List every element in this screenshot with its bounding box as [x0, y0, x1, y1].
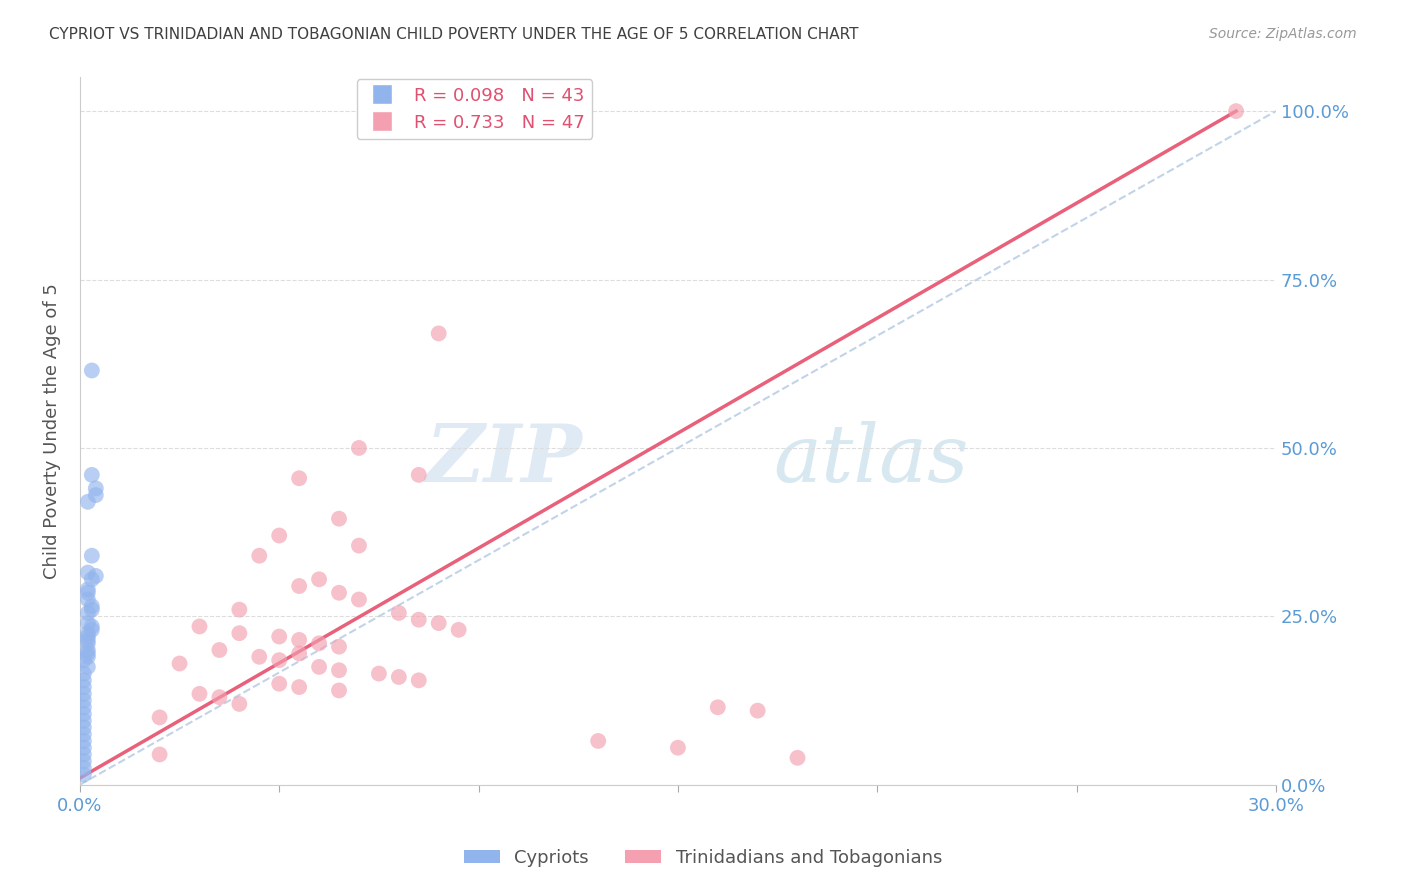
Point: [76, 626, 98, 640]
Point: [73, 740, 96, 755]
Point: [328, 586, 350, 600]
Point: [73, 673, 96, 688]
Point: [80, 467, 103, 482]
Point: [73, 687, 96, 701]
Point: [427, 616, 450, 631]
Point: [288, 471, 311, 485]
Point: [288, 579, 311, 593]
Point: [76, 582, 98, 597]
Point: [76, 647, 98, 661]
Point: [228, 626, 250, 640]
Point: [747, 704, 769, 718]
Point: [73, 754, 96, 768]
Point: [73, 747, 96, 762]
Point: [76, 606, 98, 620]
Point: [73, 721, 96, 735]
Point: [408, 467, 430, 482]
Point: [80, 599, 103, 614]
Point: [76, 636, 98, 650]
Point: [84, 488, 107, 502]
Point: [76, 495, 98, 509]
Point: [247, 649, 270, 664]
Point: [80, 363, 103, 377]
Point: [80, 619, 103, 633]
Point: [76, 616, 98, 631]
Legend: Cypriots, Trinidadians and Tobagonians: Cypriots, Trinidadians and Tobagonians: [457, 842, 949, 874]
Point: [347, 592, 370, 607]
Point: [228, 697, 250, 711]
Point: [707, 700, 730, 714]
Point: [73, 693, 96, 707]
Point: [80, 623, 103, 637]
Text: atlas: atlas: [773, 421, 969, 498]
Point: [288, 647, 311, 661]
Point: [73, 734, 96, 748]
Point: [388, 606, 411, 620]
Y-axis label: Child Poverty Under the Age of 5: Child Poverty Under the Age of 5: [44, 283, 60, 579]
Point: [73, 706, 96, 721]
Legend: R = 0.098   N = 43, R = 0.733   N = 47: R = 0.098 N = 43, R = 0.733 N = 47: [357, 79, 592, 139]
Point: [73, 653, 96, 667]
Point: [269, 676, 291, 690]
Point: [408, 613, 430, 627]
Point: [786, 751, 808, 765]
Text: ZIP: ZIP: [426, 421, 582, 498]
Text: CYPRIOT VS TRINIDADIAN AND TOBAGONIAN CHILD POVERTY UNDER THE AGE OF 5 CORRELATI: CYPRIOT VS TRINIDADIAN AND TOBAGONIAN CH…: [49, 27, 859, 42]
Point: [76, 660, 98, 674]
Point: [347, 441, 370, 455]
Point: [73, 767, 96, 781]
Point: [269, 653, 291, 667]
Point: [76, 632, 98, 647]
Point: [76, 630, 98, 644]
Point: [328, 663, 350, 677]
Point: [84, 569, 107, 583]
Point: [328, 683, 350, 698]
Point: [208, 643, 231, 657]
Point: [247, 549, 270, 563]
Point: [73, 727, 96, 741]
Point: [427, 326, 450, 341]
Point: [76, 586, 98, 600]
Point: [1225, 104, 1247, 119]
Point: [388, 670, 411, 684]
Point: [80, 572, 103, 586]
Point: [76, 649, 98, 664]
Point: [76, 643, 98, 657]
Point: [288, 632, 311, 647]
Point: [73, 680, 96, 694]
Point: [80, 549, 103, 563]
Point: [347, 539, 370, 553]
Point: [586, 734, 609, 748]
Point: [169, 657, 191, 671]
Point: [73, 700, 96, 714]
Point: [149, 710, 172, 724]
Point: [328, 511, 350, 525]
Point: [308, 636, 330, 650]
Point: [269, 630, 291, 644]
Point: [308, 572, 330, 586]
Point: [228, 602, 250, 616]
Point: [408, 673, 430, 688]
Point: [149, 747, 172, 762]
Point: [188, 619, 211, 633]
Point: [76, 566, 98, 580]
Point: [73, 714, 96, 728]
Point: [80, 602, 103, 616]
Point: [73, 666, 96, 681]
Point: [76, 592, 98, 607]
Point: [447, 623, 470, 637]
Point: [308, 660, 330, 674]
Point: [666, 740, 689, 755]
Point: [73, 761, 96, 775]
Point: [84, 481, 107, 495]
Point: [208, 690, 231, 705]
Text: Source: ZipAtlas.com: Source: ZipAtlas.com: [1209, 27, 1357, 41]
Point: [288, 680, 311, 694]
Point: [367, 666, 389, 681]
Point: [269, 528, 291, 542]
Point: [188, 687, 211, 701]
Point: [328, 640, 350, 654]
